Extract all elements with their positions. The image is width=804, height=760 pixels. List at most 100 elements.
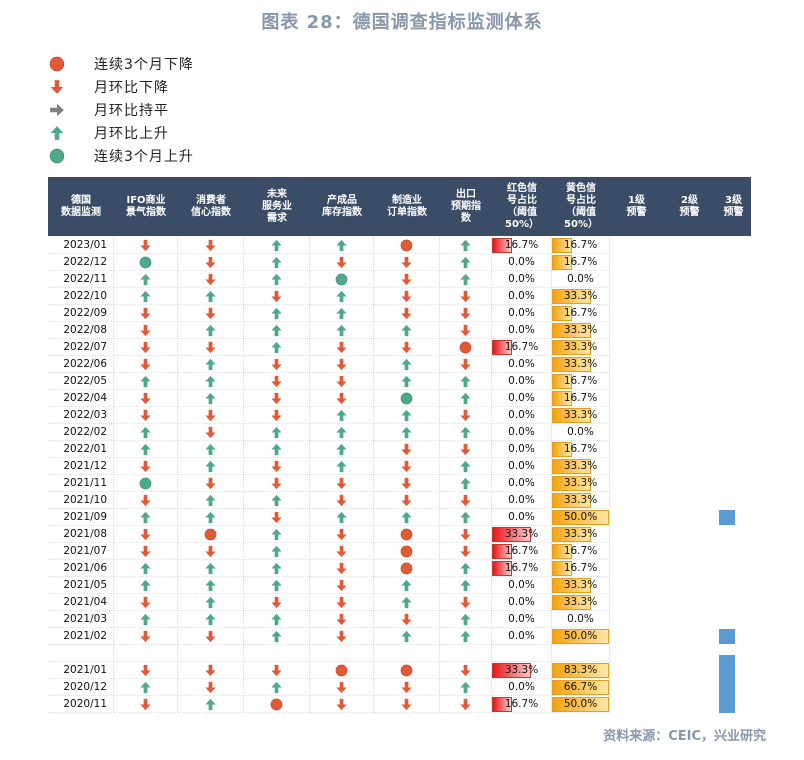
up-arrow-icon — [270, 681, 283, 694]
up-arrow-icon — [270, 443, 283, 456]
signal-cell — [440, 475, 492, 492]
signal-cell — [114, 407, 178, 424]
yellow-signal-share-cell: 50.0% — [552, 628, 610, 645]
red-signal-share-cell: 16.7% — [492, 237, 552, 254]
table-row: 2020/11 16.7% 50.0% — [48, 696, 610, 713]
yellow-data-bar — [552, 561, 572, 576]
red-signal-share-cell: 0.0% — [492, 594, 552, 611]
red-share-value: 0.0% — [508, 681, 535, 693]
legend-label: 连续3个月上升 — [94, 148, 194, 165]
up-arrow-icon — [335, 307, 348, 320]
signal-cell — [244, 594, 310, 611]
signal-cell — [440, 577, 492, 594]
signal-cell — [374, 237, 440, 254]
yellow-data-bar — [552, 306, 572, 321]
red-signal-share-cell: 16.7% — [492, 543, 552, 560]
signal-cell — [374, 390, 440, 407]
table-row: 2022/10 0.0% 33.3% — [48, 288, 610, 305]
up-arrow-icon — [459, 426, 472, 439]
down-arrow-icon — [335, 579, 348, 592]
down-arrow-icon — [400, 613, 413, 626]
signal-cell — [244, 577, 310, 594]
up-arrow-icon — [335, 324, 348, 337]
signal-cell — [374, 577, 440, 594]
up-arrow-icon — [335, 239, 348, 252]
table-row: 2021/02 0.0% 50.0% — [48, 628, 610, 645]
column-header: 红色信 号占比 （阈值 50%） — [505, 182, 539, 230]
down-arrow-icon — [335, 545, 348, 558]
yellow-data-bar — [552, 391, 572, 406]
table-row: 2021/12 0.0% 33.3% — [48, 458, 610, 475]
date-cell: 2022/10 — [48, 288, 114, 305]
red-share-value: 0.0% — [508, 307, 535, 319]
date-cell: 2022/08 — [48, 322, 114, 339]
table-row: 2021/03 0.0% 0.0% — [48, 611, 610, 628]
signal-cell — [374, 271, 440, 288]
red-signal-share-cell: 0.0% — [492, 271, 552, 288]
yellow-share-value: 33.3% — [563, 494, 598, 506]
red-dot-icon — [459, 341, 472, 354]
down-arrow-icon — [204, 426, 217, 439]
red-dot-icon — [400, 528, 413, 541]
down-arrow-icon — [139, 239, 152, 252]
signal-cell — [374, 696, 440, 713]
signal-cell — [244, 288, 310, 305]
down-arrow-icon — [400, 494, 413, 507]
down-arrow-icon — [400, 341, 413, 354]
column-header: 消费者 信心指数 — [191, 194, 231, 218]
down-arrow-icon — [335, 562, 348, 575]
column-header: 未来 服务业 需求 — [262, 188, 292, 224]
down-arrow-icon — [335, 528, 348, 541]
yellow-data-bar — [552, 374, 572, 389]
signal-cell — [244, 628, 310, 645]
down-arrow-icon — [335, 358, 348, 371]
red-share-value: 0.0% — [508, 273, 535, 285]
signal-cell — [244, 492, 310, 509]
up-arrow-icon — [459, 630, 472, 643]
yellow-signal-share-cell: 16.7% — [552, 373, 610, 390]
down-arrow-icon — [335, 477, 348, 490]
signal-cell — [440, 407, 492, 424]
down-arrow-icon — [139, 528, 152, 541]
yellow-share-value: 33.3% — [563, 358, 598, 370]
red-dot-icon — [204, 528, 217, 541]
date-cell: 2022/01 — [48, 441, 114, 458]
up-arrow-icon — [335, 426, 348, 439]
signal-cell — [440, 662, 492, 679]
date-cell: 2021/08 — [48, 526, 114, 543]
signal-cell — [178, 373, 244, 390]
signal-cell — [178, 322, 244, 339]
signal-cell — [440, 390, 492, 407]
yellow-data-bar — [552, 527, 592, 542]
signal-cell — [114, 594, 178, 611]
date-cell: 2022/11 — [48, 271, 114, 288]
red-share-value: 0.0% — [508, 460, 535, 472]
column-header: 出口 预期指 数 — [451, 188, 481, 224]
signal-cell — [244, 560, 310, 577]
red-signal-share-cell: 33.3% — [492, 526, 552, 543]
up-arrow-icon — [139, 613, 152, 626]
date-cell: 2020/12 — [48, 679, 114, 696]
down-arrow-icon — [270, 290, 283, 303]
signal-cell — [114, 611, 178, 628]
red-data-bar — [492, 238, 512, 253]
up-arrow-icon — [400, 358, 413, 371]
red-dot-icon — [400, 562, 413, 575]
up-arrow-icon — [204, 324, 217, 337]
signal-cell — [244, 254, 310, 271]
yellow-signal-share-cell: 16.7% — [552, 390, 610, 407]
yellow-share-value: 16.7% — [563, 307, 598, 319]
up-arrow-icon — [459, 511, 472, 524]
red-signal-share-cell: 0.0% — [492, 509, 552, 526]
up-arrow-icon — [139, 426, 152, 439]
red-dot-icon — [400, 545, 413, 558]
up-arrow-icon — [459, 562, 472, 575]
down-arrow-icon — [335, 375, 348, 388]
up-arrow-icon — [270, 324, 283, 337]
yellow-signal-share-cell: 16.7% — [552, 441, 610, 458]
signal-cell — [114, 492, 178, 509]
signal-cell — [310, 560, 374, 577]
down-arrow-icon — [335, 494, 348, 507]
up-arrow-icon — [459, 460, 472, 473]
red-signal-share-cell: 0.0% — [492, 441, 552, 458]
